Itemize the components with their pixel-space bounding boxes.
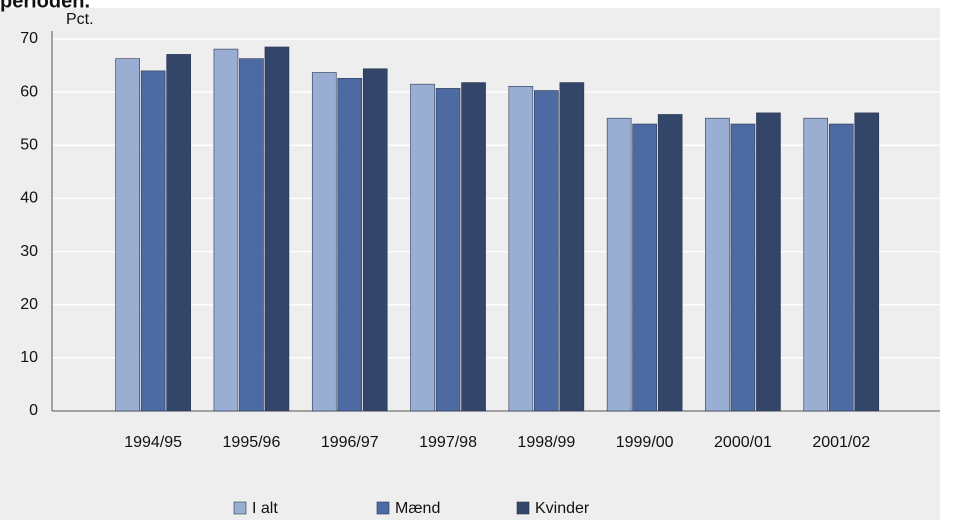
y-axis-label: Pct. xyxy=(66,11,94,28)
bar xyxy=(115,58,140,412)
bar xyxy=(410,83,435,412)
bar xyxy=(632,123,657,412)
bar xyxy=(854,112,880,412)
bar xyxy=(337,78,363,412)
y-tick-label: 40 xyxy=(20,190,38,207)
bar xyxy=(311,72,337,412)
x-tick-label: 1997/98 xyxy=(419,434,477,451)
legend-swatch xyxy=(233,501,247,515)
bar xyxy=(803,117,829,412)
y-tick-label: 20 xyxy=(20,296,38,313)
x-tick-label: 2000/01 xyxy=(714,434,772,451)
y-tick-label: 60 xyxy=(20,83,38,100)
bar xyxy=(166,54,191,412)
y-tick-label: 10 xyxy=(20,349,38,366)
bar xyxy=(140,70,166,412)
bar xyxy=(264,46,290,412)
bar xyxy=(239,58,264,412)
bar xyxy=(362,68,388,412)
bar xyxy=(730,123,756,412)
x-tick-label: 1994/95 xyxy=(124,434,182,451)
bar xyxy=(435,88,461,412)
x-tick-label: 2001/02 xyxy=(812,434,870,451)
bar xyxy=(559,82,585,412)
x-tick-label: 1998/99 xyxy=(517,434,575,451)
legend-swatch xyxy=(516,501,530,515)
chart-title: perioden. xyxy=(0,0,90,12)
bar xyxy=(461,82,486,412)
y-tick-label: 30 xyxy=(20,243,38,260)
bar xyxy=(213,48,239,412)
legend-label: Kvinder xyxy=(535,500,590,517)
bar xyxy=(534,90,559,412)
legend-label: I alt xyxy=(252,500,278,517)
bar xyxy=(508,85,534,412)
bar xyxy=(756,112,781,412)
bar xyxy=(828,123,854,412)
y-tick-label: 50 xyxy=(20,137,38,154)
bar xyxy=(606,117,632,412)
legend-swatch xyxy=(376,501,390,515)
x-tick-label: 1996/97 xyxy=(321,434,379,451)
bar xyxy=(705,117,730,412)
bar xyxy=(657,114,683,412)
y-tick-label: 70 xyxy=(20,30,38,47)
x-tick-label: 1995/96 xyxy=(223,434,281,451)
x-tick-label: 1999/00 xyxy=(616,434,674,451)
legend-label: Mænd xyxy=(395,500,440,517)
y-tick-label: 0 xyxy=(29,402,38,419)
